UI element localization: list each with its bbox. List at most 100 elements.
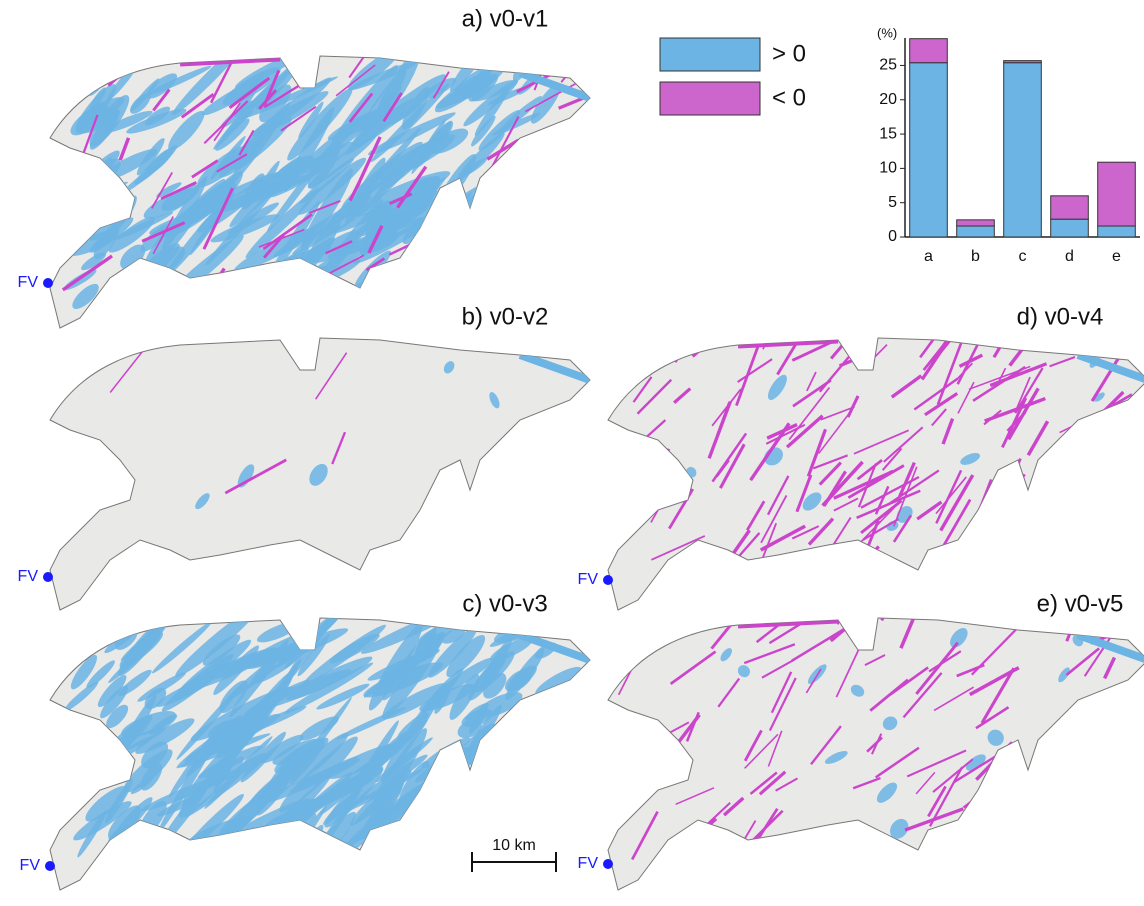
figure: a) v0-v1FVb) v0-v2FVc) v0-v3FVd) v0-v4FV… <box>0 0 1144 906</box>
increase-patch <box>76 756 116 785</box>
decrease-line <box>75 174 92 201</box>
decrease-line <box>1037 474 1055 489</box>
increase-patch <box>1095 812 1109 830</box>
decrease-line <box>784 553 826 570</box>
increase-patch <box>533 164 572 192</box>
increase-patch <box>491 200 550 246</box>
increase-patch <box>1067 732 1081 746</box>
increase-patch <box>515 711 543 730</box>
increase-patch <box>520 206 564 258</box>
fv-label: FV <box>18 568 39 585</box>
decrease-line <box>1103 406 1123 430</box>
increase-patch <box>470 242 516 282</box>
increase-patch <box>1026 810 1046 828</box>
decrease-line <box>1084 773 1112 807</box>
increase-patch <box>467 248 514 301</box>
increase-patch <box>474 237 509 274</box>
decrease-line <box>1070 439 1088 452</box>
increase-patch <box>459 830 493 857</box>
decrease-line <box>1019 581 1037 629</box>
fv-marker <box>603 859 613 869</box>
fv-marker <box>43 572 53 582</box>
legend-swatch <box>660 38 760 71</box>
decrease-line <box>946 546 961 568</box>
map-title: a) v0-v1 <box>462 5 549 32</box>
decrease-line <box>767 837 800 851</box>
decrease-line <box>1078 331 1097 344</box>
increase-patch <box>438 751 469 773</box>
decrease-line <box>633 329 657 374</box>
increase-patch <box>486 752 546 798</box>
decrease-line <box>1130 807 1144 844</box>
increase-patch <box>480 251 524 276</box>
increase-patch <box>454 821 481 858</box>
decrease-line <box>1041 503 1090 550</box>
increase-patch <box>762 846 780 863</box>
increase-patch <box>128 837 179 880</box>
decrease-line <box>1061 432 1098 455</box>
decrease-line <box>490 487 528 534</box>
bar-segment <box>957 226 995 237</box>
increase-patch <box>63 193 99 227</box>
decrease-line <box>767 596 808 622</box>
bar-segment <box>910 63 948 237</box>
increase-patch <box>515 801 566 864</box>
decrease-line <box>1061 526 1118 565</box>
increase-patch <box>232 821 294 895</box>
increase-patch <box>446 781 481 816</box>
increase-patch <box>1084 727 1099 742</box>
decrease-line <box>624 488 638 504</box>
fv-marker <box>43 278 53 288</box>
decrease-line <box>1023 812 1048 845</box>
x-tick-label: e <box>1112 248 1121 265</box>
decrease-edge <box>180 58 280 63</box>
decrease-line <box>1027 796 1057 844</box>
map-outline <box>608 338 1144 610</box>
decrease-line <box>1054 719 1081 762</box>
increase-patch <box>476 183 502 201</box>
increase-patch <box>458 827 487 853</box>
bar-segment <box>1004 63 1042 237</box>
decrease-line <box>995 812 1015 837</box>
increase-patch <box>369 829 405 858</box>
increase-patch <box>415 268 454 298</box>
increase-patch <box>478 239 512 271</box>
increase-patch <box>52 748 108 790</box>
decrease-line <box>988 580 1008 623</box>
decrease-line <box>657 739 665 760</box>
decrease-line <box>460 44 472 66</box>
increase-patch <box>471 210 525 249</box>
decrease-line <box>563 277 583 293</box>
increase-patch <box>291 276 330 317</box>
map-panel <box>50 19 615 332</box>
decrease-line <box>659 449 669 475</box>
increase-patch <box>523 702 558 725</box>
y-tick-label: 0 <box>888 228 897 245</box>
increase-patch <box>510 176 551 223</box>
increase-patch <box>1084 498 1102 516</box>
fv-label: FV <box>18 274 39 291</box>
decrease-line <box>986 783 1040 826</box>
map-title: b) v0-v2 <box>462 303 549 330</box>
decrease-line <box>1136 768 1144 784</box>
increase-patch <box>74 167 115 196</box>
increase-patch <box>495 806 529 841</box>
y-tick-label: 10 <box>879 160 897 177</box>
bar-segment <box>1051 196 1089 219</box>
x-tick-label: c <box>1019 248 1027 265</box>
decrease-line <box>530 227 554 239</box>
x-tick-label: d <box>1065 248 1074 265</box>
increase-patch <box>476 739 542 781</box>
increase-patch <box>464 238 528 275</box>
increase-patch <box>400 808 467 848</box>
increase-patch <box>286 822 328 878</box>
increase-patch <box>519 704 573 771</box>
bar-segment <box>1098 226 1136 237</box>
increase-patch <box>60 754 112 793</box>
fv-marker <box>603 575 613 585</box>
decrease-line <box>687 554 716 569</box>
decrease-line <box>1076 511 1101 541</box>
legend-swatch <box>660 82 760 115</box>
increase-patch <box>450 789 519 827</box>
decrease-line <box>992 474 1024 526</box>
